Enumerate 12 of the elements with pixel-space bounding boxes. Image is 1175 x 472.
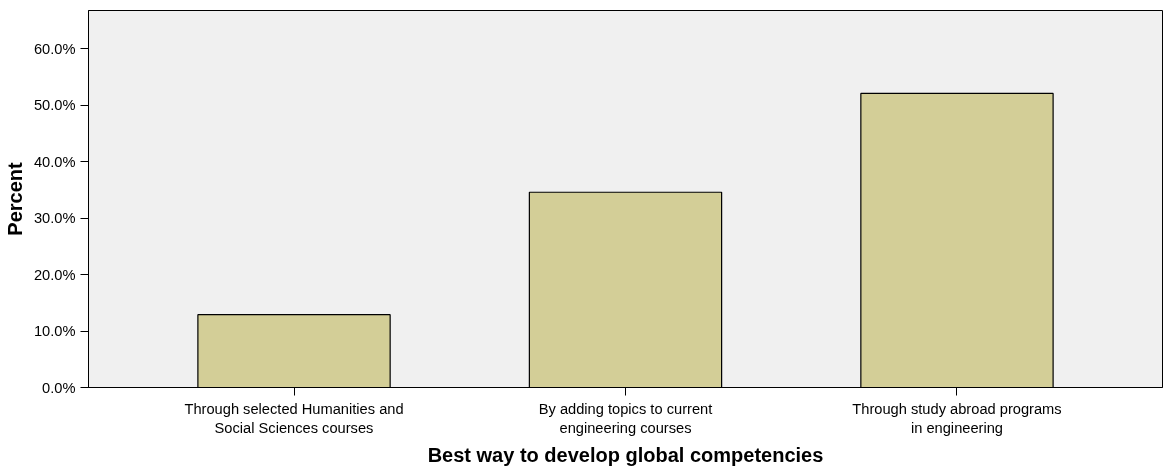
y-tick-label: 0.0% bbox=[42, 379, 76, 396]
y-tick-label: 40.0% bbox=[33, 153, 76, 170]
y-tick-label: 10.0% bbox=[33, 323, 76, 340]
y-tick-label: 20.0% bbox=[33, 266, 76, 283]
x-axis-title: Best way to develop global competencies bbox=[427, 443, 824, 466]
x-tick-label: By adding topics to current engineering courses bbox=[538, 400, 713, 436]
y-tick-label: 50.0% bbox=[33, 97, 76, 114]
x-tick-label: Through selected Humanities and Social Sciences courses bbox=[184, 400, 404, 436]
x-tick-label: Through study abroad programs in engineering bbox=[852, 400, 1062, 436]
y-tick-label: 30.0% bbox=[33, 210, 76, 227]
y-axis-title: Percent bbox=[3, 161, 26, 236]
y-tick-label: 60.0% bbox=[33, 40, 76, 57]
